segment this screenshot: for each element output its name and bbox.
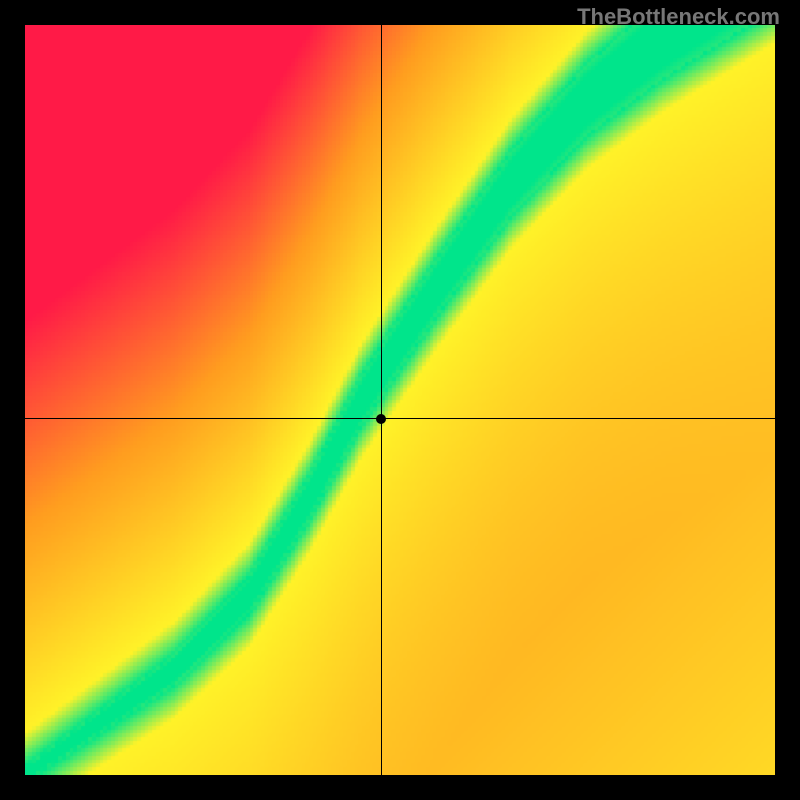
crosshair-horizontal-line — [25, 418, 775, 419]
marker-dot — [376, 414, 386, 424]
bottleneck-heatmap — [25, 25, 775, 775]
crosshair-vertical-line — [381, 25, 382, 775]
watermark-text: TheBottleneck.com — [577, 4, 780, 30]
